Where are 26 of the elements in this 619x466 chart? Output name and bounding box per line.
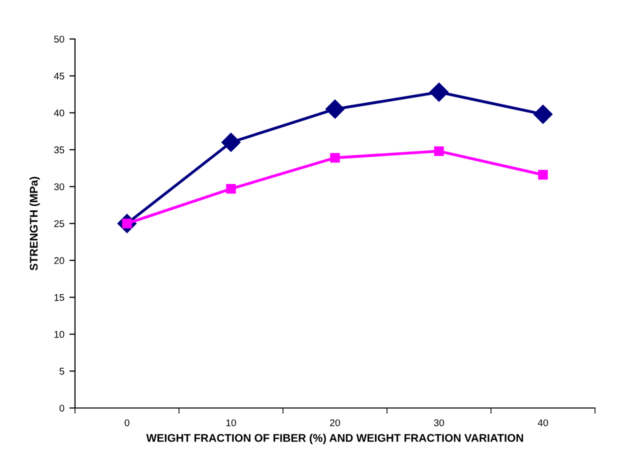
y-tick-label: 35	[54, 146, 64, 154]
y-tick-label: 50	[54, 36, 64, 43]
point	[538, 170, 548, 180]
y-axis-title: STRENGTH (MPa)	[30, 176, 40, 270]
y-tick-label: 25	[54, 220, 64, 228]
y-tick-label: 0	[60, 404, 64, 412]
x-tick-label: 30	[434, 419, 444, 426]
point	[226, 184, 236, 194]
y-tick-label: 45	[54, 72, 64, 80]
point	[330, 152, 340, 163]
y-tick-label: 20	[54, 257, 64, 264]
y-tick-label: 5	[60, 368, 64, 375]
point	[325, 100, 345, 119]
x-tick-label: 20	[330, 419, 340, 426]
x-tick-label: 0	[124, 419, 130, 426]
y-tick-label: 10	[54, 330, 64, 338]
x-axis-title: WEIGHT FRACTION OF FIBER (%) AND WEIGHT FRACTION VARIATION	[146, 434, 524, 444]
x-tick-label: 10	[226, 419, 236, 426]
point	[429, 82, 449, 102]
point	[434, 146, 444, 156]
y-tick-label: 40	[54, 110, 64, 116]
point	[533, 104, 553, 124]
y-tick-label: 15	[54, 294, 64, 301]
point	[221, 132, 241, 152]
x-tick-label: 40	[538, 419, 548, 426]
y-tick-label: 30	[54, 183, 64, 190]
